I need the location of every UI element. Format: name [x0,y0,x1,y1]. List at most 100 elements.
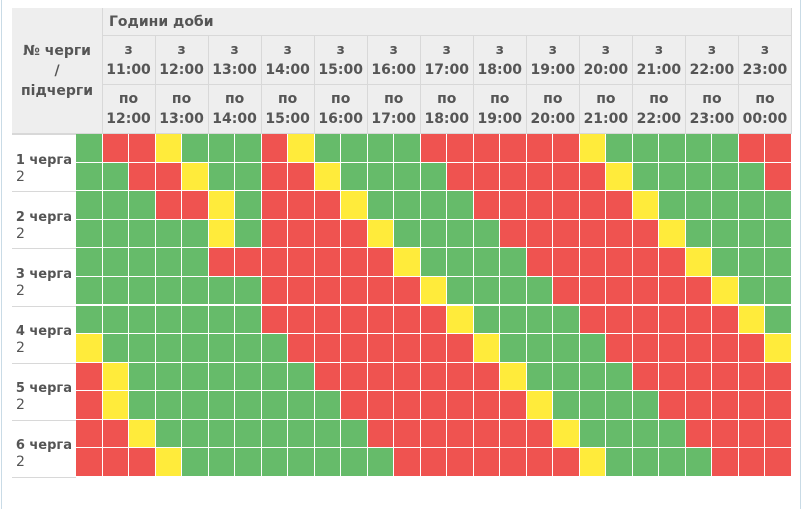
time-from: з 20:00 [579,36,633,85]
schedule-cell [314,391,342,420]
schedule-cell [659,191,686,220]
schedule-cell [155,419,183,449]
schedule-cell [685,391,713,420]
schedule-cell [314,191,342,220]
schedule-cell [314,248,342,277]
frame-right [800,0,801,509]
schedule-cell [765,276,792,306]
schedule-cell [712,334,739,363]
queue-label: 1 черга [15,152,72,168]
schedule-cell [129,248,156,277]
schedule-cell [208,191,236,220]
schedule-cell [579,276,607,306]
schedule-cell [738,134,766,163]
schedule-cell [341,134,368,163]
time-to: по 17:00 [367,85,421,134]
schedule-cell [738,162,766,192]
time-from: з 12:00 [155,36,209,85]
time-from: з 19:00 [526,36,580,85]
schedule-cell [341,162,368,192]
schedule-cell [341,448,368,477]
schedule-cell [420,391,448,420]
schedule-cell [208,219,236,249]
schedule-cell [685,134,713,163]
schedule-cell [765,334,792,363]
schedule-cell [155,362,183,392]
schedule-cell [500,276,527,306]
schedule-cell [341,391,368,420]
schedule-cell [579,419,607,449]
schedule-cell [288,219,315,249]
schedule-cell [526,305,554,335]
time-to: по 13:00 [155,85,209,134]
schedule-cell [235,219,262,249]
schedule-cell [288,305,315,335]
schedule-cell [341,191,368,220]
schedule-cell [606,334,633,363]
schedule-cell [76,219,103,249]
schedule-cell [579,162,607,192]
subqueue-label: 2 [16,225,25,242]
schedule-cell [765,248,792,277]
group-separator [12,362,76,364]
schedule-cell [473,334,501,363]
schedule-cell [367,276,395,306]
schedule-cell [553,219,580,249]
schedule-cell [553,419,580,449]
schedule-cell [182,276,209,306]
schedule-cell [76,191,103,220]
schedule-cell [579,248,607,277]
schedule-cell [208,362,236,392]
schedule-cell [129,134,156,163]
schedule-cell [526,219,554,249]
schedule-cell [235,391,262,420]
schedule-cell [314,334,342,363]
schedule-cell [712,305,739,335]
schedule-cell [579,362,607,392]
schedule-cell [367,448,395,477]
schedule-cell [394,419,421,449]
schedule-cell [129,362,156,392]
schedule-cell [553,248,580,277]
schedule-cell [341,419,368,449]
schedule-cell [738,334,766,363]
schedule-cell [712,391,739,420]
time-to: по 00:00 [738,85,792,134]
schedule-cell [526,162,554,192]
schedule-cell [447,419,474,449]
schedule-cell [367,191,395,220]
schedule-cell [473,276,501,306]
group-separator [12,134,76,135]
schedule-cell [288,248,315,277]
schedule-cell [76,334,103,363]
schedule-cell [473,362,501,392]
schedule-cell [367,248,395,277]
schedule-cell [367,334,395,363]
queue-label: 6 черга [15,438,72,454]
schedule-cell [606,448,633,477]
schedule-cell [420,191,448,220]
schedule-cell [606,391,633,420]
schedule-cell [526,448,554,477]
schedule-cell [235,305,262,335]
schedule-cell [500,448,527,477]
schedule-cell [129,391,156,420]
schedule-cell [447,191,474,220]
schedule-cell [738,248,766,277]
schedule-cell [579,219,607,249]
schedule-cell [394,305,421,335]
schedule-cell [553,391,580,420]
schedule-cell [447,276,474,306]
schedule-cell [659,219,686,249]
schedule-cell [738,305,766,335]
time-to: по 14:00 [208,85,262,134]
schedule-cell [765,391,792,420]
schedule-cell [526,391,554,420]
schedule-cell [208,162,236,192]
schedule-cell [553,191,580,220]
time-to: по 16:00 [314,85,368,134]
schedule-cell [367,162,395,192]
schedule-cell [712,448,739,477]
schedule-cell [129,219,156,249]
time-from: з 18:00 [473,36,527,85]
